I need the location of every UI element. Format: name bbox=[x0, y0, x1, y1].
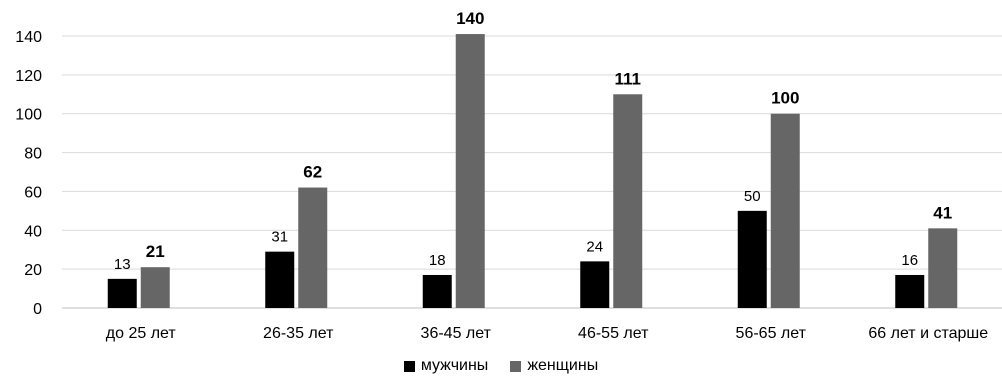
x-tick-label: 56-65 лет bbox=[736, 325, 807, 342]
x-tick-label: 46-55 лет bbox=[578, 325, 649, 342]
data-label: 50 bbox=[744, 188, 761, 205]
bar-men bbox=[580, 261, 610, 308]
bar-men bbox=[265, 251, 295, 308]
bar-women bbox=[770, 113, 800, 308]
data-label: 111 bbox=[615, 69, 642, 88]
data-label: 16 bbox=[901, 252, 918, 269]
data-label: 21 bbox=[146, 242, 165, 261]
bar-women bbox=[613, 94, 643, 309]
x-tick-label: 36-45 лет bbox=[421, 325, 492, 342]
bar-men bbox=[107, 278, 137, 308]
y-tick-label: 80 bbox=[24, 146, 42, 163]
data-label: 24 bbox=[586, 238, 603, 255]
bar-women bbox=[298, 187, 328, 308]
legend-swatch-women bbox=[510, 360, 522, 372]
y-tick-label: 120 bbox=[15, 68, 42, 85]
bar-women bbox=[928, 228, 958, 308]
bar-men bbox=[737, 210, 767, 308]
legend-item-men: мужчины bbox=[403, 357, 489, 375]
legend-label-women: женщины bbox=[527, 357, 599, 374]
y-tick-label: 140 bbox=[15, 29, 42, 46]
bar-men bbox=[422, 274, 452, 308]
data-label: 18 bbox=[429, 252, 446, 269]
bar-women bbox=[140, 267, 170, 308]
y-tick-label: 100 bbox=[15, 107, 42, 124]
y-tick-label: 60 bbox=[24, 184, 42, 201]
legend: мужчины женщины bbox=[0, 356, 1002, 376]
data-label: 41 bbox=[933, 203, 952, 222]
y-tick-label: 40 bbox=[24, 223, 42, 240]
y-tick-label: 0 bbox=[33, 301, 42, 318]
bar-women bbox=[455, 34, 485, 309]
x-tick-label: 26-35 лет bbox=[263, 325, 334, 342]
bar-men bbox=[895, 274, 925, 308]
y-tick-label: 20 bbox=[24, 262, 42, 279]
data-label: 62 bbox=[303, 163, 322, 182]
legend-item-women: женщины bbox=[510, 357, 598, 375]
legend-swatch-men bbox=[403, 360, 415, 372]
x-tick-label: 66 лет и старше bbox=[868, 325, 988, 342]
data-label: 31 bbox=[271, 229, 288, 246]
data-label: 100 bbox=[771, 89, 799, 108]
data-label: 140 bbox=[456, 9, 484, 28]
x-tick-label: до 25 лет bbox=[106, 325, 177, 342]
data-label: 13 bbox=[114, 256, 131, 273]
legend-label-men: мужчины bbox=[420, 357, 489, 374]
